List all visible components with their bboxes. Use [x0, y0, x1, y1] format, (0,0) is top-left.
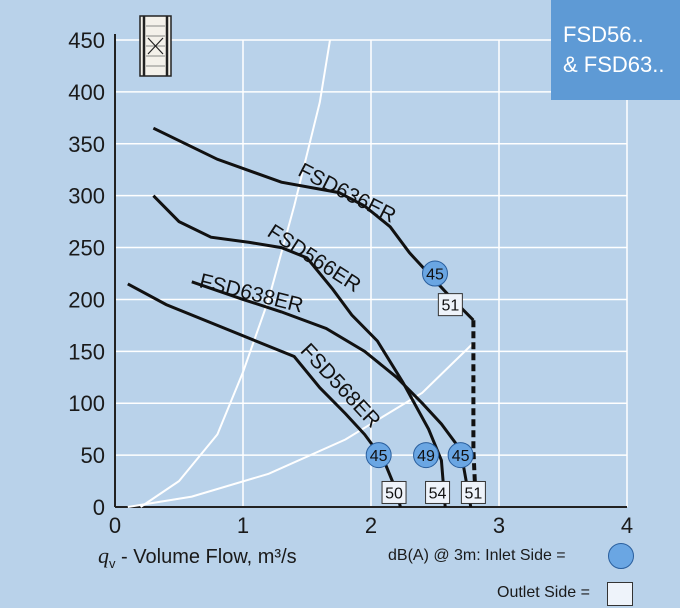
tick-labels: 0 50 100 150 200 250 300 350 400 450 0 1 2 3 4 — [68, 28, 633, 538]
inlet-db-marker-2: 45 — [365, 442, 392, 469]
axes — [114, 34, 627, 508]
curve-FSD566ER — [152, 194, 447, 508]
inlet-legend-circle — [608, 543, 634, 569]
inlet-db-marker-3: 49 — [413, 442, 440, 469]
inlet-db-value: 45 — [452, 448, 470, 465]
fan-curves — [127, 126, 478, 508]
inlet-db-value: 45 — [370, 448, 388, 465]
x-axis-text: - Volume Flow, m³/s — [115, 546, 297, 568]
outlet-db-box — [425, 480, 451, 504]
x-axis-label: qv - Volume Flow, m³/s — [98, 543, 297, 571]
outlet-legend-label: Outlet Side = — [497, 584, 590, 601]
curve-FSD638ER — [191, 280, 473, 508]
outlet-db-marker-4: 51 — [460, 480, 486, 504]
icon-cross — [147, 37, 164, 55]
inlet-db-marker-4: 45 — [447, 442, 474, 469]
x-axis-symbol: q — [98, 543, 109, 568]
inlet-db-circle — [447, 442, 474, 469]
fan-unit-icon — [139, 15, 172, 77]
curve-FSD568ER — [127, 282, 402, 508]
y-tick-100: 100 — [68, 391, 105, 416]
curve-label-FSD636ER: FSD636ER — [294, 159, 399, 228]
inlet-db-circle — [365, 442, 392, 469]
outlet-db-marker-2: 50 — [381, 480, 407, 504]
curve-FSD636ER-dashed — [471, 320, 478, 508]
y-tick-150: 150 — [68, 339, 105, 364]
curve-label-FSD638ER: FSD638ER — [197, 270, 306, 318]
outlet-db-value: 50 — [385, 485, 403, 502]
curve-label-FSD566ER: FSD566ER — [263, 220, 365, 297]
x-tick-3: 3 — [493, 513, 505, 538]
x-tick-2: 2 — [365, 513, 377, 538]
inlet-legend-label: dB(A) @ 3m: Inlet Side = — [388, 547, 566, 564]
system-curves — [127, 39, 475, 508]
y-tick-350: 350 — [68, 132, 105, 157]
inlet-db-circle — [422, 260, 448, 287]
x-tick-1: 1 — [237, 513, 249, 538]
model-badge: FSD56.. & FSD63.. — [551, 0, 680, 100]
inlet-db-value: 45 — [426, 267, 444, 284]
outlet-db-value: 51 — [441, 298, 459, 315]
y-tick-0: 0 — [93, 495, 105, 520]
y-tick-50: 50 — [81, 443, 105, 468]
y-tick-400: 400 — [68, 80, 105, 105]
inlet-db-marker-1: 45 — [422, 260, 448, 287]
x-tick-0: 0 — [109, 513, 121, 538]
outlet-db-marker-3: 54 — [425, 480, 451, 504]
db-markers: 45 45 49 45 51 50 54 51 — [365, 260, 486, 504]
y-tick-250: 250 — [68, 236, 105, 261]
grid — [115, 39, 628, 507]
y-tick-200: 200 — [68, 287, 105, 312]
outlet-db-value: 54 — [429, 485, 447, 502]
y-tick-300: 300 — [68, 184, 105, 209]
outlet-db-box — [381, 480, 407, 504]
inlet-db-value: 49 — [417, 448, 435, 465]
x-tick-4: 4 — [621, 513, 633, 538]
inlet-db-circle — [413, 442, 440, 469]
outlet-db-box — [437, 293, 463, 317]
system-curve-2 — [127, 342, 475, 508]
outlet-db-box — [460, 480, 486, 504]
system-curve-1 — [140, 39, 331, 508]
x-axis-subscript: v — [109, 556, 116, 571]
outlet-legend-square — [607, 582, 633, 606]
outlet-db-value: 51 — [465, 485, 483, 502]
outlet-db-marker-1: 51 — [437, 293, 463, 317]
y-tick-450: 450 — [68, 28, 105, 53]
